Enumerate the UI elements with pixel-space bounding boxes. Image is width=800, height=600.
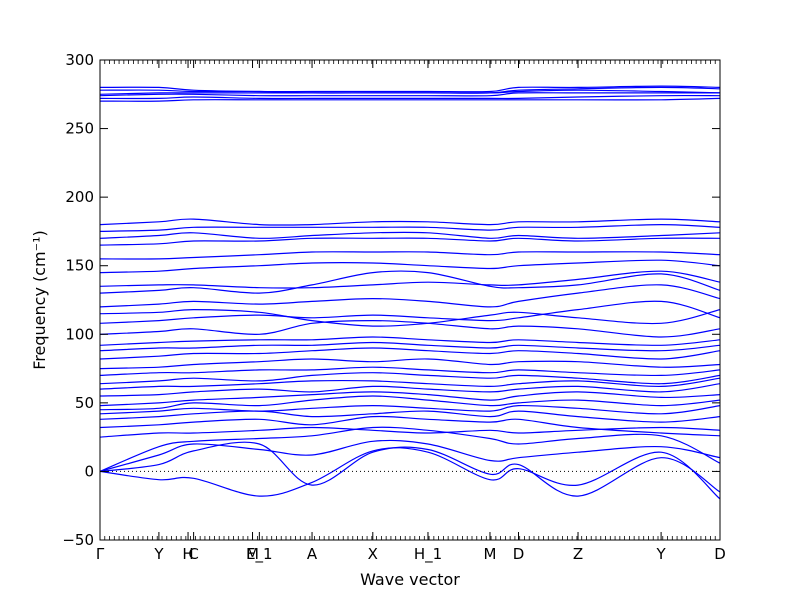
band-line xyxy=(100,383,720,397)
x-tick-label: M xyxy=(484,545,497,563)
band-line xyxy=(100,259,720,274)
band-line xyxy=(100,284,720,308)
band-line xyxy=(100,231,720,239)
y-tick-label: 300 xyxy=(65,51,94,69)
band-line xyxy=(100,270,720,294)
band-line xyxy=(100,415,720,437)
x-tick-label: H_1 xyxy=(414,545,442,564)
x-tick-label: C xyxy=(188,545,198,563)
band-line xyxy=(100,372,720,385)
y-axis-ticks: −50 0 50 100 150 200 250 300 xyxy=(62,51,720,549)
band-line xyxy=(100,377,720,390)
y-tick-label: 0 xyxy=(84,462,94,480)
y-tick-label: 50 xyxy=(75,394,94,412)
x-tick-label: M xyxy=(246,545,259,563)
band-line xyxy=(100,426,720,438)
band-line xyxy=(100,319,720,338)
band-line xyxy=(100,251,720,260)
bands-layer xyxy=(100,85,720,500)
band-line xyxy=(100,395,720,411)
band-line xyxy=(100,341,720,352)
y-tick-label: −50 xyxy=(62,531,94,549)
band-line xyxy=(100,85,720,93)
band-line xyxy=(100,94,720,100)
band-line xyxy=(100,410,720,423)
band-line xyxy=(100,270,720,289)
y-tick-label: 250 xyxy=(65,120,94,138)
band-line xyxy=(100,404,720,415)
band-line xyxy=(100,97,720,102)
x-axis-title: Wave vector xyxy=(360,570,460,589)
band-line xyxy=(100,92,720,97)
x-tick-label: Y xyxy=(656,545,667,563)
y-tick-label: 150 xyxy=(65,257,94,275)
band-line xyxy=(100,358,720,370)
band-line xyxy=(100,366,720,377)
x-tick-label: Γ xyxy=(96,545,105,563)
x-tick-label: H xyxy=(182,545,193,563)
x-tick-label: E_1 xyxy=(246,545,273,564)
y-axis-title: Frequency (cm⁻¹) xyxy=(30,230,49,369)
x-tick-label: Z xyxy=(573,545,583,563)
x-tick-label: X xyxy=(368,545,378,563)
band-line xyxy=(100,218,720,226)
band-line xyxy=(100,391,720,407)
x-tick-label: Y xyxy=(153,545,164,563)
band-line xyxy=(100,426,720,472)
band-line xyxy=(100,441,720,497)
band-line xyxy=(100,237,720,246)
y-tick-label: 200 xyxy=(65,188,94,206)
y-tick-label: 100 xyxy=(65,325,94,343)
band-line xyxy=(100,336,720,346)
band-line xyxy=(100,300,720,324)
band-line xyxy=(100,447,720,500)
band-line xyxy=(100,439,720,472)
x-axis-ticks: Γ Y HC ME_1 A X H_1 M D Z Y D xyxy=(96,60,726,564)
band-line xyxy=(100,308,720,327)
band-line xyxy=(100,347,720,360)
x-tick-label: A xyxy=(307,545,318,563)
x-tick-label: D xyxy=(513,545,525,563)
x-tick-label: D xyxy=(714,545,726,563)
band-line xyxy=(100,86,720,94)
band-line xyxy=(100,223,720,232)
